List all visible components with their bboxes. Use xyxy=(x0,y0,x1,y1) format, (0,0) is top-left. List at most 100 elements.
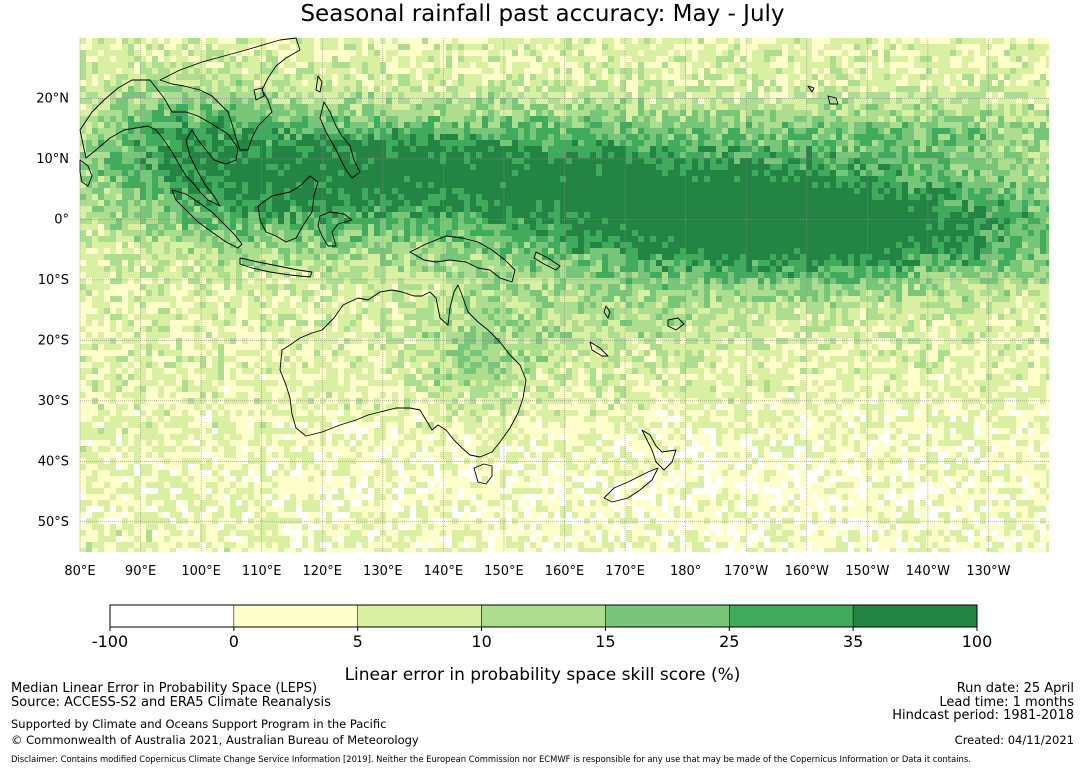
heatmap-cell xyxy=(524,176,530,182)
heatmap-cell xyxy=(248,80,254,86)
heatmap-cell xyxy=(338,74,344,80)
heatmap-cell xyxy=(326,104,332,110)
heatmap-cell xyxy=(1010,104,1016,110)
heatmap-cell xyxy=(872,104,878,110)
heatmap-cell xyxy=(500,56,506,62)
heatmap-cell xyxy=(902,44,908,50)
heatmap-cell xyxy=(602,116,608,122)
heatmap-cell xyxy=(980,200,986,206)
heatmap-cell xyxy=(500,164,506,170)
heatmap-cell xyxy=(956,80,962,86)
heatmap-cell xyxy=(440,188,446,194)
heatmap-cell xyxy=(542,134,548,140)
heatmap-cell xyxy=(212,122,218,128)
heatmap-cell xyxy=(86,212,92,218)
heatmap-cell xyxy=(938,188,944,194)
heatmap-cell xyxy=(158,206,164,212)
heatmap-cell xyxy=(482,164,488,170)
heatmap-cell xyxy=(674,176,680,182)
heatmap-cell xyxy=(182,194,188,200)
heatmap-cell xyxy=(920,62,926,68)
heatmap-cell xyxy=(314,110,320,116)
heatmap-cell xyxy=(254,50,260,56)
heatmap-cell xyxy=(80,206,86,212)
heatmap-cell xyxy=(296,56,302,62)
heatmap-cell xyxy=(872,194,878,200)
heatmap-cell xyxy=(122,206,128,212)
heatmap-cell xyxy=(812,188,818,194)
heatmap-cell xyxy=(956,38,962,44)
heatmap-cell xyxy=(1040,92,1046,98)
heatmap-cell xyxy=(1010,158,1016,164)
heatmap-cell xyxy=(374,38,380,44)
heatmap-cell xyxy=(308,80,314,86)
heatmap-cell xyxy=(152,50,158,56)
heatmap-cell xyxy=(392,188,398,194)
heatmap-cell xyxy=(344,146,350,152)
heatmap-cell xyxy=(1028,116,1034,122)
heatmap-cell xyxy=(518,146,524,152)
heatmap-cell xyxy=(536,44,542,50)
heatmap-cell xyxy=(566,110,572,116)
heatmap-cell xyxy=(1016,140,1022,146)
heatmap-cell xyxy=(230,194,236,200)
heatmap-cell xyxy=(422,158,428,164)
heatmap-cell xyxy=(134,146,140,152)
heatmap-cell xyxy=(848,122,854,128)
heatmap-cell xyxy=(278,80,284,86)
heatmap-cell xyxy=(596,212,602,218)
heatmap-cell xyxy=(572,128,578,134)
heatmap-cell xyxy=(554,140,560,146)
heatmap-cell xyxy=(344,98,350,104)
heatmap-cell xyxy=(410,170,416,176)
heatmap-cell xyxy=(128,194,134,200)
heatmap-cell xyxy=(452,128,458,134)
heatmap-cell xyxy=(842,152,848,158)
heatmap-cell xyxy=(464,92,470,98)
heatmap-cell xyxy=(272,206,278,212)
heatmap-cell xyxy=(644,176,650,182)
heatmap-cell xyxy=(560,80,566,86)
heatmap-cell xyxy=(650,182,656,188)
heatmap-cell xyxy=(272,200,278,206)
heatmap-cell xyxy=(218,110,224,116)
heatmap-cell xyxy=(734,152,740,158)
heatmap-cell xyxy=(206,116,212,122)
heatmap-cell xyxy=(614,74,620,80)
heatmap-cell xyxy=(302,188,308,194)
heatmap-cell xyxy=(500,38,506,44)
heatmap-cell xyxy=(530,146,536,152)
heatmap-cell xyxy=(938,206,944,212)
heatmap-cell xyxy=(158,212,164,218)
heatmap-cell xyxy=(98,92,104,98)
heatmap-cell xyxy=(698,68,704,74)
heatmap-cell xyxy=(782,158,788,164)
heatmap-cell xyxy=(260,44,266,50)
heatmap-cell xyxy=(440,176,446,182)
heatmap-cell xyxy=(488,44,494,50)
heatmap-cell xyxy=(230,98,236,104)
heatmap-cell xyxy=(116,110,122,116)
heatmap-cell xyxy=(674,188,680,194)
heatmap-cell xyxy=(968,176,974,182)
heatmap-cell xyxy=(530,140,536,146)
heatmap-cell xyxy=(200,158,206,164)
heatmap-cell xyxy=(206,170,212,176)
heatmap-cell xyxy=(806,116,812,122)
heatmap-cell xyxy=(986,212,992,218)
heatmap-cell xyxy=(146,170,152,176)
heatmap-cell xyxy=(680,188,686,194)
heatmap-cell xyxy=(356,206,362,212)
heatmap-cell xyxy=(890,50,896,56)
heatmap-cell xyxy=(920,110,926,116)
heatmap-cell xyxy=(500,188,506,194)
heatmap-cell xyxy=(320,194,326,200)
heatmap-cell xyxy=(128,176,134,182)
heatmap-cell xyxy=(368,92,374,98)
heatmap-cell xyxy=(200,68,206,74)
heatmap-cell xyxy=(1046,104,1049,110)
heatmap-cell xyxy=(368,50,374,56)
heatmap-cell xyxy=(404,146,410,152)
heatmap-cell xyxy=(776,140,782,146)
heatmap-cell xyxy=(584,80,590,86)
